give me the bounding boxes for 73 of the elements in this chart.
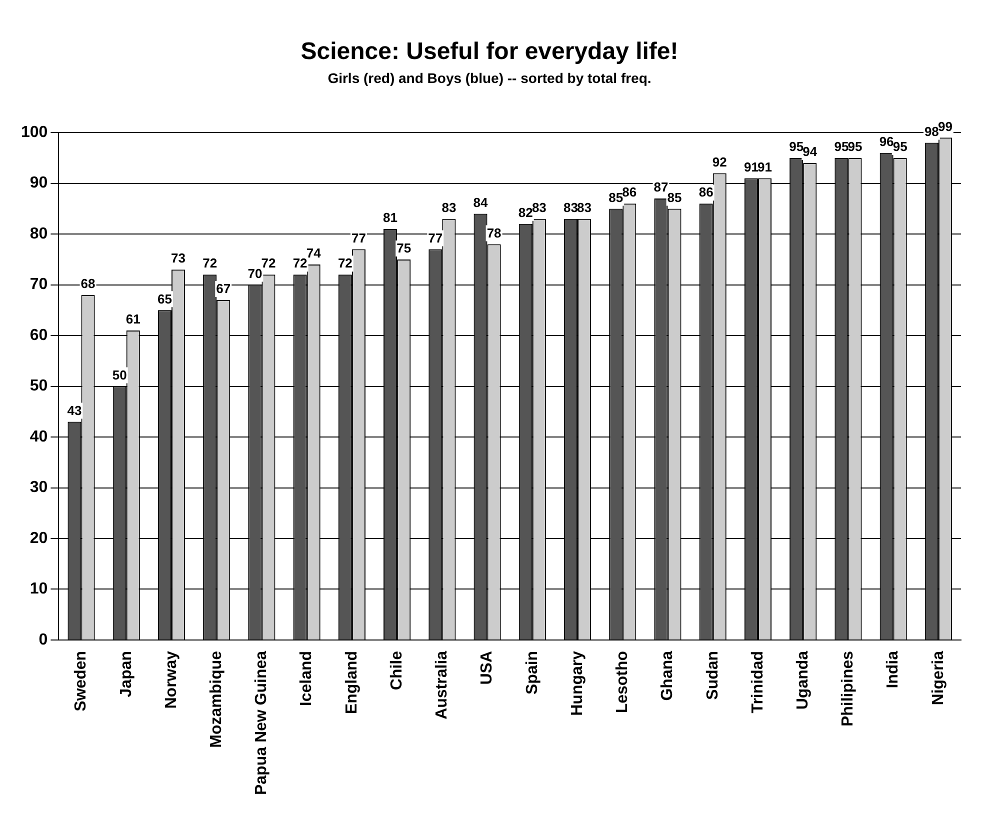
data-label: 72 [261, 256, 276, 271]
x-tick-label: India [884, 650, 902, 688]
y-tick-label: 80 [30, 225, 48, 242]
y-tick-label: 100 [20, 124, 48, 142]
x-tick-label: Uganda [794, 650, 812, 710]
x-tick-label: England [343, 650, 360, 714]
data-label: 73 [171, 250, 186, 266]
data-label: 95 [834, 139, 849, 154]
data-label: 85 [608, 190, 624, 205]
data-label: 84 [473, 194, 489, 210]
y-tick-label: 20 [30, 530, 48, 547]
x-tick-label: Philipines [840, 650, 857, 727]
data-label: 83 [564, 200, 578, 215]
data-label: 91 [758, 159, 772, 174]
data-label: 72 [202, 256, 218, 271]
data-label: 72 [338, 256, 352, 271]
data-label: 82 [518, 205, 533, 220]
y-tick-label: 40 [30, 428, 48, 446]
data-label: 92 [712, 154, 727, 170]
x-tick-label: Chile [388, 650, 406, 690]
x-tick-label: USA [478, 650, 496, 685]
y-tick-label: 70 [30, 276, 48, 294]
y-tick-label: 50 [30, 378, 48, 395]
data-label: 65 [157, 291, 172, 306]
x-tick-label: Ghana [659, 650, 676, 701]
x-tick-label: Papua New Guinea [253, 650, 270, 796]
x-tick-label: Hungary [568, 650, 586, 716]
data-label: 74 [306, 246, 322, 261]
data-label: 87 [654, 180, 668, 195]
x-tick-label: Nigeria [930, 650, 947, 706]
y-tick-label: 0 [38, 631, 48, 648]
x-tick-label: Mozambique [208, 650, 226, 748]
y-tick-label: 10 [30, 580, 48, 598]
x-tick-label: Lesotho [614, 650, 632, 714]
data-label: 85 [667, 190, 682, 205]
data-label: 95 [892, 139, 908, 154]
data-label: 43 [67, 402, 82, 418]
data-label: 98 [924, 124, 939, 139]
data-label: 50 [112, 367, 127, 382]
x-tick-label: Iceland [298, 650, 316, 706]
data-label: 86 [698, 184, 714, 200]
x-tick-label: Sudan [704, 650, 722, 700]
data-label: 83 [577, 200, 592, 215]
y-tick-label: 60 [30, 326, 48, 344]
data-label: 95 [789, 139, 804, 154]
data-label: 77 [428, 230, 443, 246]
data-label: 68 [80, 276, 96, 292]
data-label: 91 [744, 159, 758, 174]
data-label: 99 [938, 118, 952, 134]
y-tick-label: 90 [30, 174, 48, 192]
data-label: 75 [396, 240, 412, 256]
chart-subtitle: Girls (red) and Boys (blue) -- sorted by total freq. [328, 70, 652, 86]
x-tick-label: Trinidad [749, 650, 766, 714]
data-label: 94 [802, 144, 818, 160]
x-tick-label: Japan [118, 650, 135, 698]
data-label: 72 [292, 256, 308, 271]
data-label: 86 [622, 184, 637, 200]
y-tick-label: 30 [30, 479, 48, 496]
data-label: 95 [848, 139, 862, 154]
data-label: 61 [126, 312, 140, 327]
x-tick-label: Australia [434, 650, 451, 720]
data-label: 77 [351, 230, 366, 246]
x-tick-label: Spain [524, 650, 541, 695]
data-label: 67 [216, 281, 231, 296]
x-tick-label: Norway [162, 650, 180, 709]
data-label: 83 [532, 200, 546, 215]
chart-title: Science: Useful for everyday life! [300, 38, 678, 66]
data-label: 70 [248, 266, 262, 281]
x-tick-label: Sweden [72, 650, 90, 712]
data-label: 96 [879, 134, 894, 149]
data-label: 78 [486, 225, 502, 240]
data-label: 81 [383, 210, 398, 226]
data-label: 83 [442, 200, 456, 215]
